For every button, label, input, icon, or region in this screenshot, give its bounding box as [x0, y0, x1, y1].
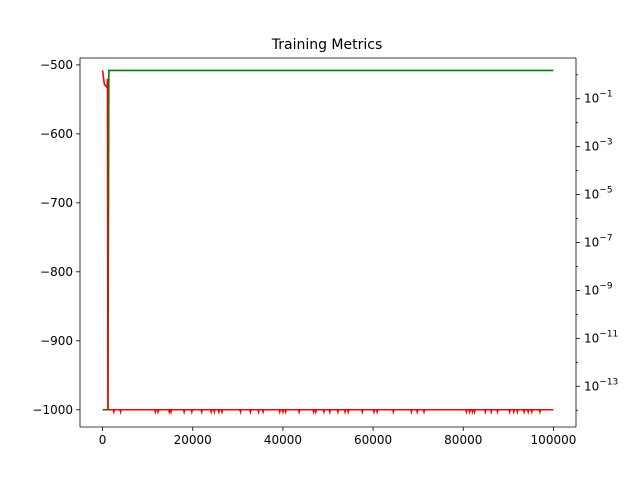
chart-title: Training Metrics — [271, 37, 383, 53]
y2-tick-label: 10−3 — [584, 138, 613, 154]
axes: 0 20000 40000 60000 80000 100000 −500 −600 −700 −… — [32, 57, 618, 447]
x-tick-label: 0 — [99, 433, 107, 447]
x-tick-label: 80000 — [444, 433, 482, 447]
y-tick-label: −500 — [40, 58, 73, 72]
y-tick-label: −800 — [40, 265, 73, 279]
x-tick-label: 100000 — [531, 433, 577, 447]
y2-tick-label: 10−11 — [584, 329, 618, 345]
y2-tick-label: 10−1 — [584, 90, 613, 106]
y2-tick-label: 10−13 — [584, 377, 618, 393]
series-line-1 — [101, 70, 554, 415]
y-tick-label: −700 — [40, 196, 73, 210]
y-tick-label: −600 — [40, 127, 73, 141]
x-tick-label: 40000 — [264, 433, 302, 447]
y2-tick-label: 10−7 — [584, 234, 613, 250]
x-tick-label: 20000 — [174, 433, 212, 447]
y2-tick-label: 10−5 — [584, 186, 613, 202]
x-tick-label: 60000 — [354, 433, 392, 447]
y-tick-label: −1000 — [32, 403, 73, 417]
y2-tick-label: 10−9 — [584, 281, 613, 297]
y-tick-label: −900 — [40, 334, 73, 348]
plot-area — [101, 69, 554, 415]
